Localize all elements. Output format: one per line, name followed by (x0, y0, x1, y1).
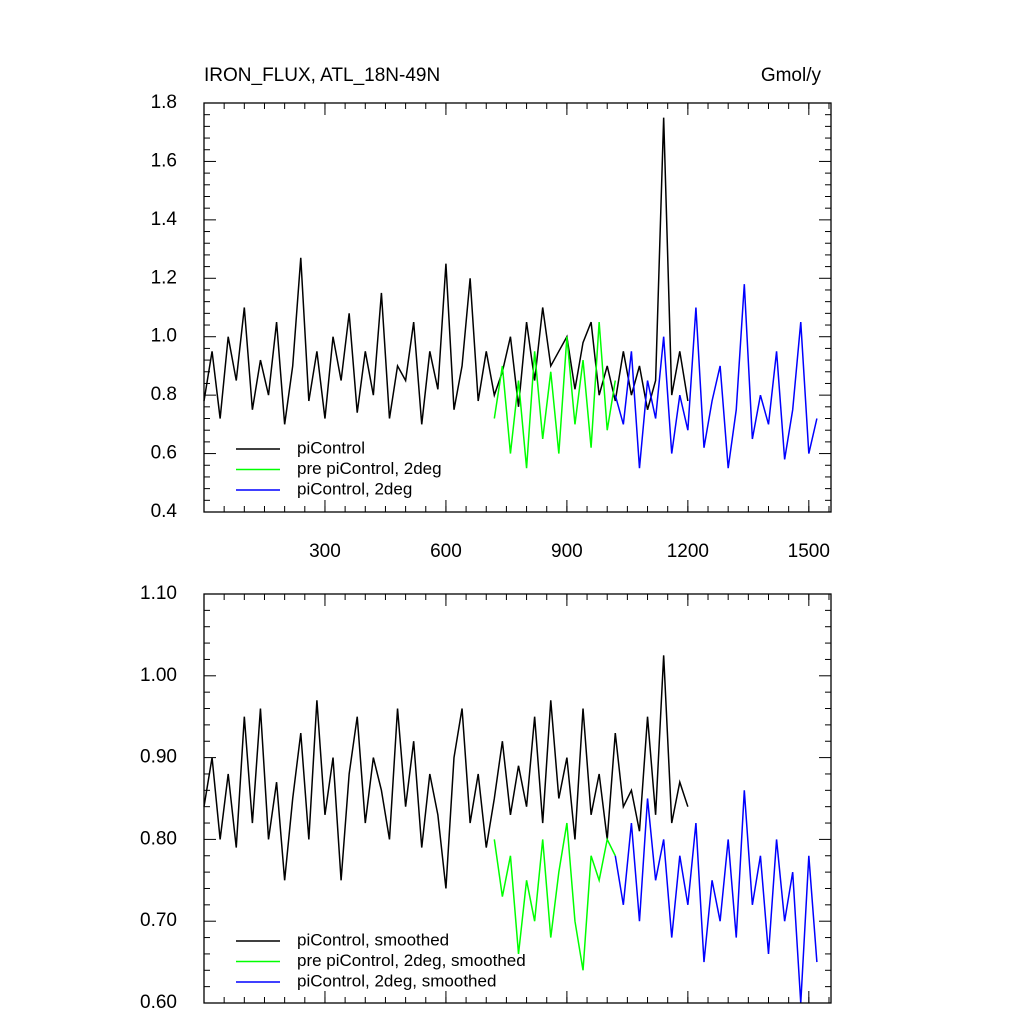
x-tick-label: 300 (309, 541, 341, 562)
series-line (493, 322, 617, 469)
plot-frame (203, 102, 832, 513)
y-tick-label: 0.90 (140, 747, 177, 768)
chart-title: IRON_FLUX, ATL_18N-49N (204, 65, 440, 86)
y-tick-label: 1.8 (151, 92, 177, 113)
series-line (614, 284, 818, 469)
y-tick-label: 0.8 (151, 384, 177, 405)
series-line (203, 655, 689, 889)
x-tick-label: 1200 (667, 541, 709, 562)
plot-frame (203, 593, 832, 1004)
y-tick-label: 0.60 (140, 992, 177, 1013)
y-tick-label: 0.80 (140, 828, 177, 849)
legend-label: piControl, 2deg, smoothed (297, 971, 496, 990)
y-tick-label: 1.4 (151, 209, 178, 230)
x-tick-label: 900 (551, 541, 583, 562)
legend-label: piControl (297, 438, 365, 457)
y-tick-label: 1.10 (140, 583, 177, 604)
x-tick-label: 1500 (788, 541, 830, 562)
y-tick-label: 0.4 (151, 501, 178, 522)
units-label: Gmol/y (761, 65, 822, 86)
legend-label: piControl, 2deg (297, 479, 412, 498)
y-tick-label: 1.0 (151, 326, 177, 347)
legend-label: pre piControl, 2deg, smoothed (297, 951, 526, 970)
legend-label: pre piControl, 2deg (297, 459, 442, 478)
series-line (203, 117, 689, 425)
y-tick-label: 0.6 (151, 443, 177, 464)
y-tick-label: 1.2 (151, 267, 177, 288)
y-tick-label: 0.70 (140, 910, 177, 931)
series-line (493, 822, 616, 971)
y-tick-label: 1.6 (151, 150, 177, 171)
legend-label: piControl, smoothed (297, 930, 449, 949)
series-line (614, 790, 818, 1004)
x-tick-label: 600 (430, 541, 462, 562)
y-tick-label: 1.00 (140, 665, 177, 686)
